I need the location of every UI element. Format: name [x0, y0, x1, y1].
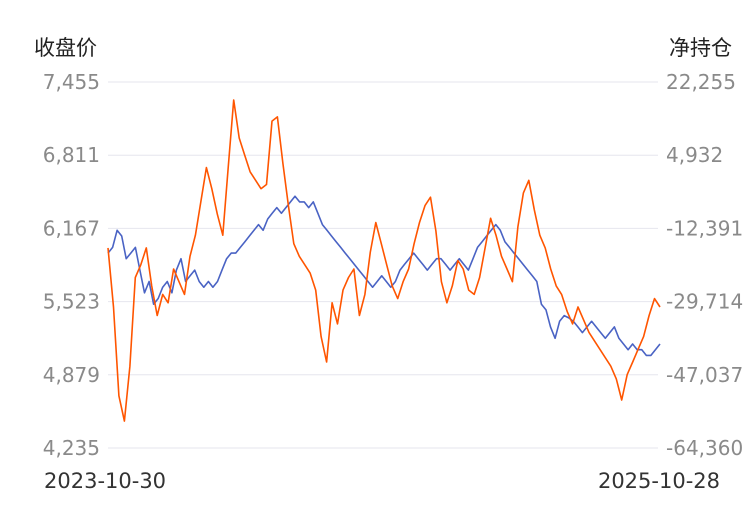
left-tick-label: 7,455	[43, 70, 100, 94]
left-tick-labels: 7,455 6,811 6,167 5,523 4,879 4,235	[43, 70, 100, 460]
left-tick-label: 4,879	[43, 363, 100, 387]
chart-gridlines	[108, 81, 658, 449]
left-tick-label: 6,811	[43, 143, 100, 167]
right-tick-label: 22,255	[666, 70, 736, 94]
x-start-date-label: 2023-10-30	[44, 469, 166, 493]
left-tick-label: 5,523	[43, 290, 100, 314]
left-axis-title: 收盘价	[34, 36, 97, 60]
close-price-line	[107, 195, 661, 357]
x-end-date-label: 2025-10-28	[598, 469, 720, 493]
right-tick-label: -12,391	[666, 216, 743, 240]
right-tick-label: 4,932	[666, 143, 723, 167]
right-tick-labels: 22,255 4,932 -12,391 -29,714 -47,037 -64,360	[666, 70, 743, 460]
right-tick-label: -64,360	[666, 436, 743, 460]
series-layer	[107, 99, 661, 422]
net-position-line	[107, 99, 661, 422]
left-tick-label: 6,167	[43, 216, 100, 240]
left-tick-label: 4,235	[43, 436, 100, 460]
right-tick-label: -29,714	[666, 290, 743, 314]
right-tick-label: -47,037	[666, 363, 743, 387]
right-axis-title: 净持仓	[669, 36, 732, 60]
